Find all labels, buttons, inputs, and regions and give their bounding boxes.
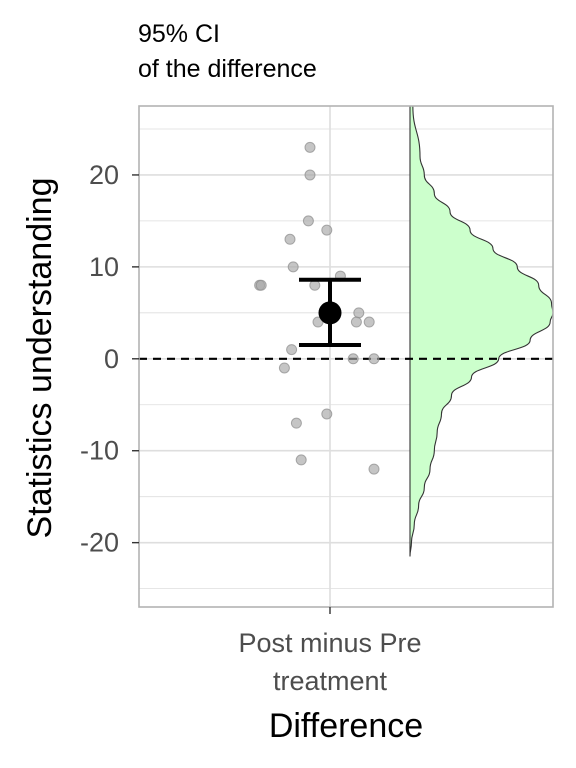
data-point [290,417,302,429]
data-point [368,463,380,475]
panel-border [138,105,554,608]
y-axis-title: Statistics understanding [21,178,59,539]
y-tick-label: -20 [80,528,119,558]
data-points [254,141,380,475]
y-tick-labels: -20 -10 0 10 20 [80,160,139,558]
chart-title-line2: of the difference [138,55,317,83]
data-point [304,169,316,181]
data-point [312,316,324,328]
data-point [347,353,359,365]
density-layer [409,105,554,557]
x-axis-title: Difference [269,707,423,745]
data-point [368,353,380,365]
density-curve [409,105,554,557]
y-tick-label: 0 [104,344,119,374]
data-point [363,316,375,328]
y-tick-label: 10 [89,252,119,282]
y-tick-label: 20 [89,160,119,190]
data-point [287,261,299,273]
data-point [304,141,316,153]
data-point [302,215,314,227]
x-category-label-line2: treatment [273,666,388,696]
data-point [286,344,298,356]
data-point [309,279,321,291]
data-point [284,233,296,245]
chart-title-line1: 95% CI [138,20,220,48]
data-point [353,307,365,319]
data-point [350,316,362,328]
data-point [321,224,333,236]
data-point [321,408,333,420]
y-tick-label: -10 [80,436,119,466]
ci-estimate [299,277,361,348]
data-point [255,279,267,291]
data-point [295,454,307,466]
mean-point [318,301,342,325]
data-point [278,362,290,374]
x-category-label-line1: Post minus Pre [238,628,421,658]
